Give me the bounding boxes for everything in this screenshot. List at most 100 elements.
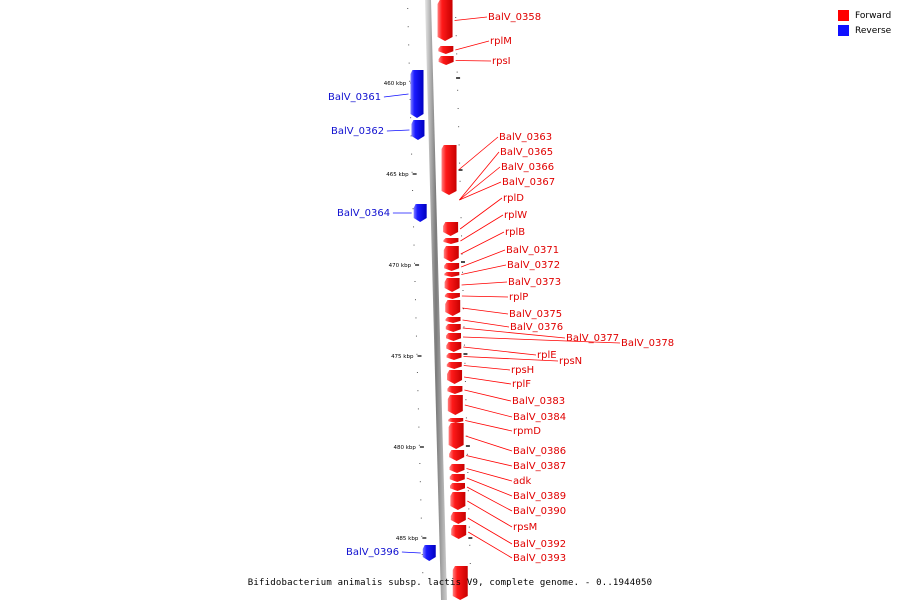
gene-label[interactable]: BalV_0361	[328, 92, 381, 103]
minor-tick	[416, 353, 418, 355]
gene-block[interactable]	[449, 450, 465, 461]
gene-block[interactable]	[445, 317, 461, 323]
gene-label[interactable]: BalV_0386	[513, 446, 566, 457]
major-tick-label: 470 kbp	[389, 263, 412, 269]
gene-label[interactable]: rplM	[490, 36, 512, 47]
gene-label[interactable]: BalV_0396	[346, 547, 399, 558]
gene-label[interactable]: BalV_0376	[510, 322, 563, 333]
gene-label[interactable]: BalV_0387	[513, 461, 566, 472]
minor-tick	[469, 544, 471, 546]
gene-block[interactable]	[447, 395, 463, 415]
gene-label[interactable]: rplP	[509, 292, 528, 303]
gene-label[interactable]: rpmD	[513, 426, 541, 437]
gene-label[interactable]: rpsM	[513, 522, 537, 533]
gene-block[interactable]	[448, 418, 464, 423]
gene-block[interactable]	[445, 333, 461, 341]
minor-tick	[456, 53, 458, 55]
gene-leader-line	[454, 16, 488, 21]
gene-block[interactable]	[444, 272, 460, 277]
gene-label[interactable]: rplW	[504, 210, 527, 221]
gene-block[interactable]	[441, 145, 457, 195]
minor-tick	[468, 508, 470, 510]
major-tick-label: 460 kbp	[384, 81, 407, 87]
gene-block[interactable]	[438, 56, 454, 65]
gene-block[interactable]	[444, 293, 460, 299]
minor-tick	[469, 563, 471, 564]
gene-label[interactable]: BalV_0377	[566, 333, 619, 344]
gene-block[interactable]	[446, 362, 462, 369]
gene-label[interactable]: rpsI	[492, 56, 511, 67]
minor-tick	[462, 308, 464, 310]
gene-block[interactable]	[413, 204, 427, 222]
gene-block[interactable]	[448, 423, 464, 449]
gene-block[interactable]	[447, 386, 463, 394]
gene-leader-line	[459, 197, 503, 230]
gene-label[interactable]: BalV_0375	[509, 309, 562, 320]
gene-block[interactable]	[444, 278, 460, 292]
gene-block[interactable]	[445, 324, 461, 332]
gene-block[interactable]	[450, 492, 466, 510]
gene-label[interactable]: BalV_0392	[513, 539, 566, 550]
gene-block[interactable]	[451, 525, 467, 539]
gene-label[interactable]: BalV_0367	[502, 177, 555, 188]
gene-label[interactable]: BalV_0371	[506, 245, 559, 256]
gene-block[interactable]	[437, 0, 453, 41]
gene-leader-line	[463, 365, 511, 371]
gene-block[interactable]	[411, 120, 425, 140]
gene-leader-line	[466, 486, 513, 512]
minor-tick	[418, 426, 420, 428]
gene-label[interactable]: rplE	[537, 350, 557, 361]
minor-tick	[455, 17, 457, 18]
gene-label[interactable]: BalV_0364	[337, 208, 390, 219]
gene-label[interactable]: BalV_0372	[507, 260, 560, 271]
gene-block[interactable]	[449, 483, 465, 491]
gene-block[interactable]	[452, 566, 468, 600]
gene-label[interactable]: adk	[513, 476, 531, 487]
gene-block[interactable]	[449, 474, 465, 482]
gene-leader-line	[383, 93, 409, 98]
gene-block[interactable]	[450, 512, 466, 524]
gene-label[interactable]: BalV_0390	[513, 506, 566, 517]
gene-block[interactable]	[443, 238, 459, 244]
gene-block[interactable]	[446, 353, 462, 360]
minor-tick	[408, 62, 410, 64]
gene-block[interactable]	[443, 222, 459, 236]
minor-tick	[458, 144, 460, 146]
gene-label[interactable]: rplB	[505, 227, 525, 238]
gene-block[interactable]	[445, 300, 461, 316]
gene-block[interactable]	[443, 246, 459, 262]
gene-label[interactable]: BalV_0389	[513, 491, 566, 502]
minor-tick	[413, 226, 415, 228]
gene-label[interactable]: BalV_0384	[513, 412, 566, 423]
gene-block[interactable]	[446, 342, 462, 352]
gene-block[interactable]	[447, 370, 463, 384]
minor-tick	[410, 135, 412, 137]
minor-tick	[421, 535, 423, 537]
gene-block[interactable]	[410, 70, 424, 118]
gene-block[interactable]	[422, 545, 436, 561]
gene-label[interactable]: BalV_0383	[512, 396, 565, 407]
minor-tick	[407, 26, 409, 28]
gene-label[interactable]: BalV_0378	[621, 338, 674, 349]
gene-block[interactable]	[438, 46, 454, 54]
gene-leader-line	[455, 40, 490, 51]
gene-label[interactable]: rpsN	[559, 356, 582, 367]
gene-label[interactable]: BalV_0358	[488, 12, 541, 23]
gene-label[interactable]: BalV_0362	[331, 126, 384, 137]
gene-block[interactable]	[449, 464, 465, 473]
gene-label[interactable]: rpsH	[511, 365, 534, 376]
gene-label[interactable]: BalV_0363	[499, 132, 552, 143]
gene-label[interactable]: BalV_0373	[508, 277, 561, 288]
gene-label[interactable]: BalV_0366	[501, 162, 554, 173]
gene-leader-line	[463, 346, 537, 356]
gene-leader-line	[467, 500, 513, 528]
gene-block[interactable]	[444, 263, 460, 271]
minor-tick	[456, 71, 458, 73]
gene-label[interactable]: BalV_0365	[500, 147, 553, 158]
gene-leader-line	[461, 281, 508, 286]
gene-label[interactable]: BalV_0393	[513, 553, 566, 564]
gene-label[interactable]: rplD	[503, 193, 524, 204]
forward-swatch	[838, 10, 849, 21]
minor-tick	[415, 317, 417, 319]
gene-label[interactable]: rplF	[512, 379, 531, 390]
